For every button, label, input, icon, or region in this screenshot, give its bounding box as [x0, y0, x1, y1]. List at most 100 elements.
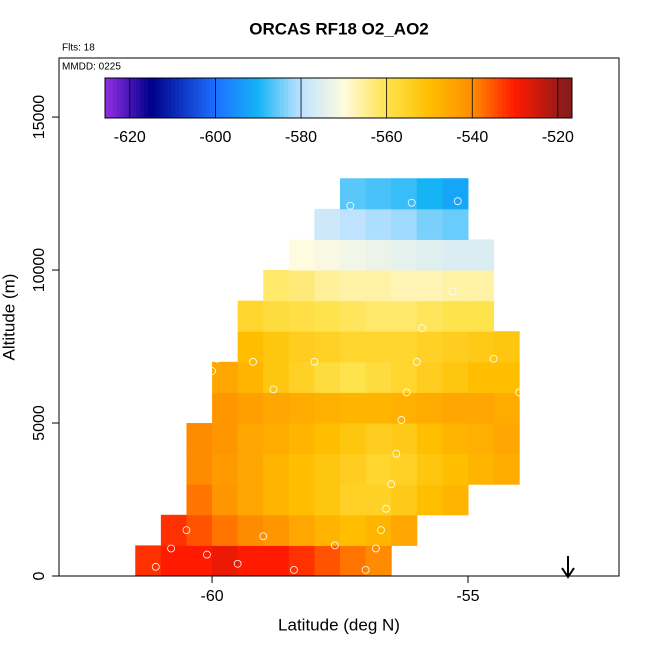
- cell: [237, 453, 264, 485]
- y-tick-label: 0: [31, 571, 48, 580]
- colorbar-swatch: [217, 78, 223, 118]
- observation-point: [249, 357, 257, 366]
- colorbar-swatch: [513, 78, 519, 118]
- cell: [391, 453, 418, 485]
- x-tick-label: -60: [200, 588, 223, 605]
- cell: [416, 270, 443, 302]
- cell: [340, 423, 367, 455]
- colorbar-swatch: [280, 78, 285, 118]
- colorbar-swatch: [284, 78, 289, 118]
- cell: [314, 545, 341, 577]
- observation-point: [448, 287, 457, 296]
- cell: [288, 453, 315, 485]
- cell: [391, 300, 418, 332]
- colorbar-swatch: [299, 78, 304, 118]
- cell: [365, 392, 392, 424]
- colorbar-swatch: [463, 78, 468, 118]
- cell: [186, 545, 213, 577]
- cell: [442, 453, 469, 485]
- colorbar-swatch: [431, 78, 437, 118]
- colorbar-swatch: [420, 78, 425, 118]
- cell: [442, 300, 469, 332]
- colorbar-swatch: [326, 78, 332, 118]
- colorbar-swatch: [404, 78, 410, 118]
- colorbar-swatch: [447, 78, 452, 118]
- observation-point: [402, 388, 411, 397]
- colorbar-swatch: [260, 78, 266, 118]
- cell: [391, 392, 418, 424]
- cell: [288, 300, 315, 332]
- cell: [288, 514, 315, 546]
- observation-point: [331, 541, 339, 550]
- cell: [263, 453, 290, 485]
- points: [151, 197, 554, 574]
- colorbar-swatch: [108, 78, 114, 118]
- colorbar-swatch: [482, 78, 487, 118]
- colorbar-swatch: [400, 78, 406, 118]
- cell: [314, 453, 341, 485]
- cell: [288, 361, 315, 393]
- colorbar-swatch: [490, 78, 495, 118]
- cell: [442, 239, 469, 271]
- colorbar-swatch: [276, 78, 281, 118]
- colorbar-tick-label: -620: [114, 129, 146, 146]
- cell: [263, 392, 290, 424]
- colorbar-swatch: [229, 78, 234, 118]
- colorbar-swatch: [342, 78, 347, 118]
- colorbar-swatch: [568, 78, 573, 118]
- colorbar-frame: [104, 77, 573, 119]
- colorbar-swatch: [132, 78, 137, 118]
- cell: [288, 270, 315, 302]
- colorbar-swatch: [147, 78, 153, 118]
- colorbar-swatch: [396, 78, 402, 118]
- cell: [467, 453, 495, 485]
- cell: [340, 484, 367, 516]
- colorbar-swatch: [498, 78, 503, 118]
- cell: [442, 178, 469, 210]
- cell: [237, 361, 264, 393]
- cell: [416, 453, 443, 485]
- colorbar-swatch: [171, 78, 176, 118]
- observation-point: [151, 562, 160, 571]
- colorbar-swatch: [459, 78, 464, 118]
- cell: [391, 208, 418, 240]
- colorbar-swatch: [560, 78, 565, 118]
- colorbar: -620 -600 -580 -560 -540 -520: [104, 77, 574, 146]
- colorbar-swatch: [377, 78, 382, 118]
- cell: [263, 300, 290, 332]
- colorbar-swatch: [202, 78, 207, 118]
- colorbar-swatch: [521, 78, 526, 118]
- cell: [237, 484, 264, 516]
- y-tick-label: 15000: [31, 95, 48, 140]
- colorbar-tick-label: -560: [371, 129, 403, 146]
- cell: [365, 239, 392, 271]
- colorbar-swatch: [225, 78, 231, 118]
- cell: [263, 331, 290, 363]
- cell: [365, 484, 392, 516]
- cell: [416, 331, 443, 363]
- colorbar-swatch: [241, 78, 246, 118]
- colorbar-swatch: [435, 78, 441, 118]
- colorbar-swatch: [428, 78, 433, 118]
- cell: [263, 423, 290, 455]
- colorbar-swatch: [105, 78, 110, 118]
- cell: [416, 208, 443, 240]
- cell: [237, 545, 264, 577]
- colorbar-swatch: [392, 78, 398, 118]
- cell: [442, 361, 469, 393]
- colorbar-swatch: [264, 78, 269, 118]
- colorbar-swatch: [112, 78, 118, 118]
- cell: [288, 392, 315, 424]
- colorbar-swatch: [167, 78, 172, 118]
- colorbar-swatch: [373, 78, 378, 118]
- cell: [340, 239, 367, 271]
- cell: [365, 331, 392, 363]
- cell: [493, 423, 520, 455]
- cell: [391, 514, 418, 546]
- cell: [467, 361, 495, 393]
- colorbar-swatch: [439, 78, 445, 118]
- cell: [263, 514, 290, 546]
- colorbar-swatch: [315, 78, 320, 118]
- cell: [212, 545, 239, 577]
